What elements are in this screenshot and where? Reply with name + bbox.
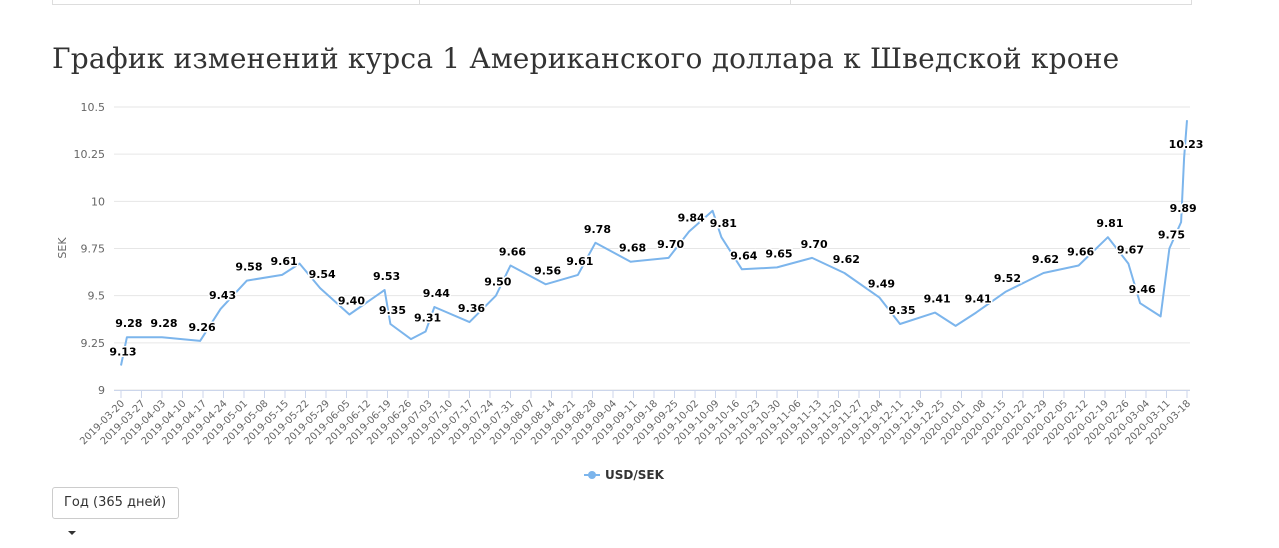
data-label: 9.70: [801, 238, 828, 251]
y-tick-label: 10.5: [81, 101, 106, 114]
legend-label: USD/SEK: [605, 468, 665, 482]
data-label: 9.50: [484, 276, 511, 289]
data-label: 9.81: [1096, 217, 1123, 230]
data-label: 9.70: [657, 238, 684, 251]
data-label: 9.43: [209, 289, 236, 302]
data-label: 9.52: [994, 272, 1021, 285]
data-label: 9.62: [1032, 253, 1059, 266]
data-label: 10.23: [1169, 138, 1204, 151]
caret-icon: [68, 530, 76, 535]
data-label: 9.28: [115, 317, 142, 330]
y-tick-label: 10: [91, 195, 105, 208]
data-label: 9.54: [309, 268, 336, 281]
data-label: 9.67: [1117, 244, 1144, 257]
data-label: 9.66: [499, 245, 526, 258]
data-label: 9.61: [271, 255, 298, 268]
data-label: 9.41: [965, 293, 992, 306]
data-label: 9.49: [868, 278, 895, 291]
data-label: 9.26: [189, 321, 216, 334]
y-tick-label: 9.25: [81, 337, 106, 350]
data-label: 9.89: [1170, 202, 1197, 215]
y-tick-label: 9.5: [88, 290, 106, 303]
data-label: 9.66: [1067, 245, 1094, 258]
data-label: 9.46: [1129, 283, 1156, 296]
data-label: 9.64: [730, 249, 757, 262]
period-dropdown[interactable]: Год (365 дней): [52, 487, 179, 535]
data-label: 9.75: [1158, 229, 1185, 242]
page: {"chart_data": {"type": "line", "title":…: [52, 0, 1205, 535]
data-label: 9.56: [534, 264, 561, 277]
data-label: 9.61: [566, 255, 593, 268]
y-tick-label: 10.25: [74, 148, 106, 161]
data-label: 9.40: [338, 295, 365, 308]
data-label: 9.58: [235, 261, 262, 274]
data-label: 9.68: [619, 242, 646, 255]
data-label: 9.41: [924, 293, 951, 306]
chart-title: График изменений курса 1 Американского д…: [52, 42, 1120, 75]
data-label: 9.53: [373, 270, 400, 283]
chart: 99.259.59.751010.2510.5SEK2019-03-202019…: [56, 101, 1205, 482]
data-label: 9.65: [765, 247, 792, 260]
data-label: 9.62: [833, 253, 860, 266]
top-panel: [790, 0, 1192, 5]
dropdown-label: Год (365 дней): [64, 495, 167, 510]
data-label: 9.81: [710, 217, 737, 230]
data-label: 9.13: [109, 345, 136, 358]
y-axis-label: SEK: [56, 237, 69, 259]
y-tick-label: 9.75: [81, 243, 106, 256]
data-label: 9.35: [379, 304, 406, 317]
data-label: 9.28: [150, 317, 177, 330]
data-label: 9.35: [888, 304, 915, 317]
data-label: 9.78: [584, 223, 611, 236]
data-label: 9.31: [414, 312, 441, 325]
legend-marker: [588, 471, 596, 479]
y-tick-label: 9: [98, 384, 105, 397]
data-label: 9.44: [423, 287, 450, 300]
data-line: [120, 120, 1188, 366]
data-label: 9.84: [678, 212, 705, 225]
data-label: 9.36: [458, 302, 485, 315]
